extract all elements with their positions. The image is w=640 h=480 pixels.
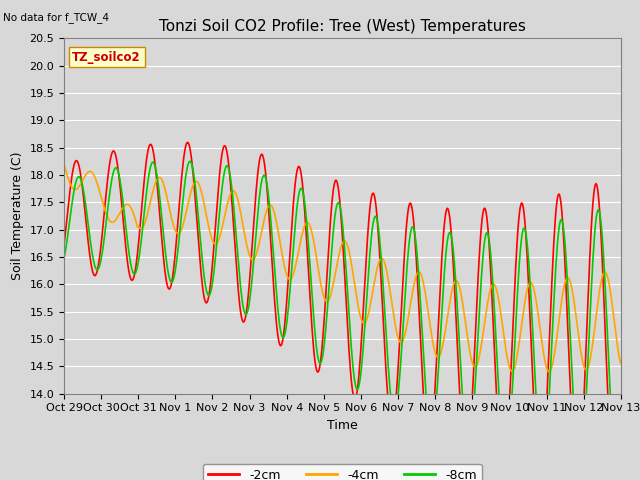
- Y-axis label: Soil Temperature (C): Soil Temperature (C): [11, 152, 24, 280]
- -8cm: [184, 162, 192, 168]
- -4cm: [617, 361, 625, 367]
- -8cm: [60, 255, 68, 261]
- -8cm: [613, 463, 621, 469]
- -2cm: [617, 400, 625, 406]
- -2cm: [60, 242, 68, 248]
- -4cm: [426, 324, 434, 330]
- -8cm: [617, 435, 625, 441]
- -8cm: [411, 231, 419, 237]
- -2cm: [214, 188, 222, 194]
- -4cm: [214, 240, 221, 245]
- Title: Tonzi Soil CO2 Profile: Tree (West) Temperatures: Tonzi Soil CO2 Profile: Tree (West) Temp…: [159, 20, 526, 35]
- -2cm: [184, 140, 192, 145]
- -4cm: [127, 205, 135, 211]
- -2cm: [411, 233, 419, 239]
- -2cm: [127, 277, 135, 283]
- -8cm: [428, 430, 435, 436]
- Line: -4cm: -4cm: [64, 164, 621, 372]
- -8cm: [186, 158, 194, 164]
- -4cm: [70, 186, 78, 192]
- -4cm: [410, 281, 418, 287]
- Text: No data for f_TCW_4: No data for f_TCW_4: [3, 12, 109, 23]
- Line: -2cm: -2cm: [64, 143, 621, 480]
- X-axis label: Time: Time: [327, 419, 358, 432]
- Line: -8cm: -8cm: [64, 161, 621, 466]
- -2cm: [185, 141, 193, 146]
- -4cm: [184, 202, 192, 207]
- -2cm: [70, 162, 78, 168]
- -4cm: [60, 161, 68, 167]
- -2cm: [428, 434, 435, 440]
- -8cm: [214, 226, 222, 231]
- -8cm: [127, 264, 135, 270]
- -8cm: [70, 188, 78, 193]
- -4cm: [545, 369, 552, 374]
- Legend: -2cm, -4cm, -8cm: -2cm, -4cm, -8cm: [204, 464, 481, 480]
- Text: TZ_soilco2: TZ_soilco2: [72, 51, 141, 64]
